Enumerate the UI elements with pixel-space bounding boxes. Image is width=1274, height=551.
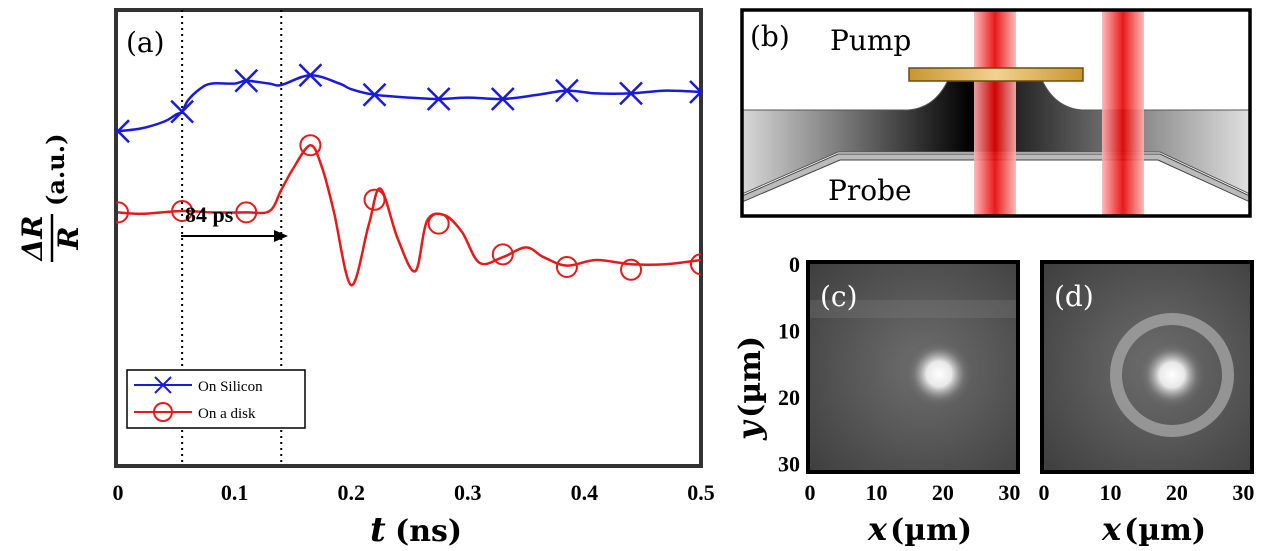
y-axis-denominator: R: [52, 226, 85, 250]
panel-b-label: (b): [750, 20, 790, 53]
x-tick-label: 0.5: [687, 480, 715, 505]
x-marker-icon: [154, 376, 172, 394]
data-marker: [426, 87, 451, 111]
laser-beam-right: [1102, 10, 1144, 216]
data-marker: [299, 134, 322, 157]
circle-marker-icon: [153, 402, 173, 422]
pump-label: Pump: [830, 24, 911, 57]
data-marker: [491, 243, 514, 266]
gold-disk: [908, 67, 1084, 82]
probe-label: Probe: [828, 174, 912, 207]
map-tick-label: 30: [998, 480, 1020, 505]
map-tick-label: 0: [1039, 480, 1050, 505]
x-tick-label: 0.2: [337, 480, 365, 505]
map-tick-label: 10: [865, 480, 887, 505]
map-d-x-var: x: [1101, 510, 1122, 548]
data-marker: [689, 80, 701, 104]
data-marker: [555, 256, 578, 278]
data-marker: [116, 201, 129, 224]
legend-label-disk: On a disk: [198, 406, 256, 422]
map-tick-label: 10: [778, 318, 800, 343]
map-tick-label: 20: [778, 385, 800, 410]
x-axis-title: t (ns): [370, 510, 462, 550]
delay-annotation: 84 ps: [181, 202, 288, 242]
map-tick-label: 20: [1166, 480, 1188, 505]
data-marker: [116, 119, 130, 144]
map-c-stripe: [808, 300, 1018, 318]
panel-b-frame: [740, 8, 1252, 218]
y-axis-unit: (a.u.): [41, 134, 70, 206]
data-marker: [171, 200, 194, 222]
map-d-x-unit: (µm): [1124, 513, 1206, 548]
delay-label: 84 ps: [185, 202, 234, 227]
x-tick-label: 0.4: [571, 480, 599, 505]
panel-a-label: (a): [126, 26, 165, 59]
data-marker: [362, 82, 387, 107]
map-tick-label: 0: [805, 480, 816, 505]
map-tick-label: 0: [789, 252, 800, 277]
data-marker: [363, 188, 386, 211]
series-line-disk: [117, 143, 701, 287]
map-y-unit: (µm): [733, 336, 768, 418]
y-axis-title: ΔR R (a.u.): [16, 134, 85, 263]
map-tick-label: 20: [932, 480, 954, 505]
panel-c: (c): [806, 260, 1020, 474]
data-marker: [235, 201, 258, 224]
data-marker: [427, 212, 450, 235]
map-y-title: y (µm): [730, 336, 768, 441]
map-d-spot: [1136, 339, 1208, 411]
map-c-spot: [903, 338, 975, 410]
panel-a: (a) 84 ps On Silicon On a disk 0 0.1 0.2 0.…: [16, 8, 715, 550]
map-c-frame: [806, 260, 1020, 474]
series-layer: [116, 63, 701, 287]
laser-beam-left: [974, 10, 1016, 216]
x-tick-label: 0.1: [221, 480, 249, 505]
map-d-frame: [1040, 260, 1254, 474]
map-d-x-title: x (µm): [1101, 510, 1206, 548]
panel-d-label: (d): [1054, 280, 1094, 313]
map-d-ring: [1110, 313, 1234, 437]
panel-d: (d): [1040, 260, 1254, 474]
arrow-head-icon: [274, 230, 288, 242]
y-axis-numerator: ΔR: [16, 216, 49, 263]
data-marker: [490, 87, 515, 111]
data-marker: [298, 63, 323, 88]
map-tick-label: 30: [778, 451, 800, 476]
panel-c-label: (c): [820, 280, 858, 313]
data-marker: [690, 253, 701, 276]
data-marker: [234, 68, 259, 93]
data-marker: [170, 99, 195, 124]
x-tick-label: 0: [113, 480, 124, 505]
legend-label-silicon: On Silicon: [198, 379, 263, 395]
map-c-x-unit: (µm): [890, 513, 972, 548]
substrate-layer: [742, 153, 1250, 203]
data-marker: [619, 81, 643, 106]
x-tick-labels: 0 0.1 0.2 0.3 0.4 0.5: [113, 480, 715, 505]
map-tick-label: 30: [1232, 480, 1254, 505]
map-c-x-var: x: [867, 510, 888, 548]
panel-b: (b) Pump Probe: [740, 8, 1252, 218]
map-tick-label: 10: [1099, 480, 1121, 505]
x-axis-var: t: [370, 510, 386, 550]
x-tick-label: 0.3: [454, 480, 482, 505]
map-y-var: y: [730, 419, 768, 441]
x-axis-unit: (ns): [395, 514, 462, 549]
legend: On Silicon On a disk: [126, 369, 306, 429]
map-c-x-title: x (µm): [867, 510, 972, 548]
data-marker: [620, 258, 643, 281]
data-marker: [555, 78, 579, 103]
